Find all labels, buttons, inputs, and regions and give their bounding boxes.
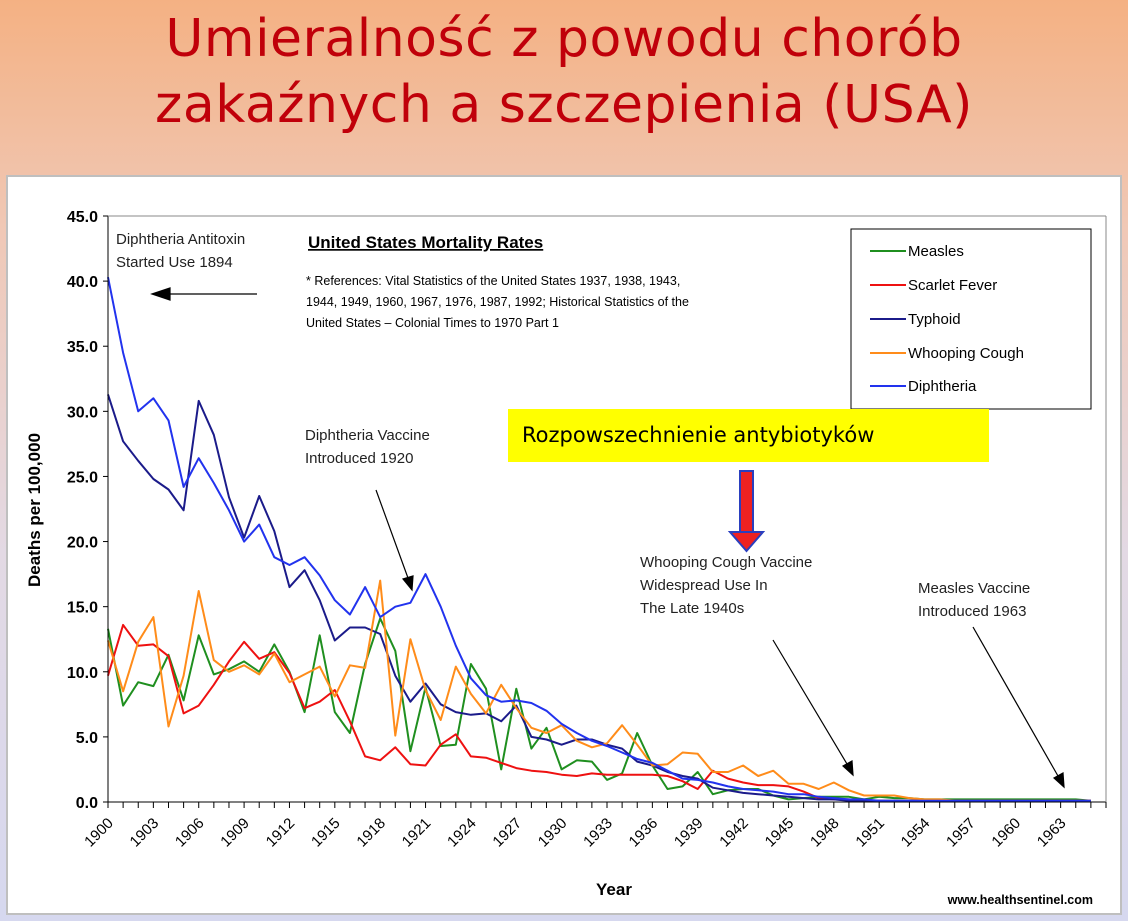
annotation-diphtheria-vaccine-line-2: Introduced 1920: [305, 450, 413, 467]
y-tick-label: 15.0: [67, 600, 98, 617]
whooping-vaccine-arrow-head: [841, 760, 854, 777]
x-tick-label: 1960: [988, 815, 1024, 851]
x-tick-label: 1924: [444, 815, 480, 851]
x-tick-label: 1948: [807, 815, 843, 851]
references-line-3: United States – Colonial Times to 1970 P…: [306, 316, 559, 330]
x-tick-label: 1927: [489, 815, 525, 851]
y-axis-label: Deaths per 100,000: [25, 433, 44, 587]
x-axis-label: Year: [596, 880, 632, 899]
annotation-whooping-vaccine-line-1: Whooping Cough Vaccine: [640, 554, 812, 571]
x-tick-label: 1954: [898, 815, 934, 851]
slide-title-line-1: Umieralność z powodu chorób: [165, 9, 963, 69]
y-tick-label: 0.0: [76, 795, 98, 812]
x-tick-label: 1909: [217, 815, 253, 851]
x-tick-label: 1906: [172, 815, 208, 851]
annotation-antitoxin-line-2: Started Use 1894: [116, 254, 233, 271]
x-tick-label: 1900: [81, 815, 117, 851]
annotation-whooping-vaccine-line-3: The Late 1940s: [640, 600, 744, 617]
annotation-whooping-vaccine-line-2: Widespread Use In: [640, 577, 768, 594]
chart-title: United States Mortality Rates: [308, 233, 543, 252]
y-tick-label: 20.0: [67, 535, 98, 552]
x-tick-label: 1918: [353, 815, 389, 851]
annotation-measles-vaccine-line-2: Introduced 1963: [918, 603, 1026, 620]
x-tick-label: 1936: [626, 815, 662, 851]
x-tick-label: 1945: [762, 815, 798, 851]
whooping-vaccine-arrow-line: [772, 639, 848, 765]
legend-label-whooping-cough: Whooping Cough: [908, 345, 1024, 362]
x-tick-label: 1963: [1034, 815, 1070, 851]
antibiotics-highlight: Rozpowszechnienie antybiotyków: [508, 409, 989, 462]
source-credit: www.healthsentinel.com: [947, 893, 1093, 907]
y-tick-label: 40.0: [67, 274, 98, 291]
references-line-2: 1944, 1949, 1960, 1967, 1976, 1987, 1992…: [306, 295, 689, 309]
x-tick-label: 1951: [852, 815, 888, 851]
x-tick-label: 1915: [308, 815, 344, 851]
legend-label-measles: Measles: [908, 243, 964, 260]
series-line-whooping-cough: [107, 579, 1091, 802]
legend-label-scarlet-fever: Scarlet Fever: [908, 277, 997, 294]
x-tick-label: 1921: [399, 815, 435, 851]
x-tick-label: 1933: [580, 815, 616, 851]
x-tick-label: 1939: [671, 815, 707, 851]
x-tick-label: 1942: [716, 815, 752, 851]
measles-vaccine-arrow-head: [1052, 772, 1065, 789]
measles-vaccine-arrow-line: [972, 626, 1059, 777]
legend-label-diphtheria: Diphtheria: [908, 378, 977, 395]
x-tick-label: 1957: [943, 815, 979, 851]
legend: Measles Scarlet Fever Typhoid Whooping C…: [850, 228, 1092, 410]
antitoxin-arrow-head: [150, 287, 171, 301]
x-tick-label: 1903: [127, 815, 163, 851]
diphtheria-vaccine-arrow-head: [401, 575, 414, 592]
y-tick-label: 35.0: [67, 339, 98, 356]
series-line-diphtheria: [107, 277, 1091, 802]
y-tick-label: 45.0: [67, 209, 98, 226]
antibiotics-arrow: [727, 470, 766, 553]
legend-label-typhoid: Typhoid: [908, 311, 961, 328]
references-line-1: * References: Vital Statistics of the Un…: [306, 274, 680, 288]
y-tick-label: 10.0: [67, 665, 98, 682]
series-line-scarlet-fever: [107, 623, 1091, 802]
series-layer: [107, 277, 1091, 802]
slide-title-line-2: zakaźnych a szczepienia (USA): [155, 75, 973, 135]
annotation-diphtheria-vaccine-line-1: Diphtheria Vaccine: [305, 427, 430, 444]
slide-title: Umieralność z powodu chorób zakaźnych a …: [0, 6, 1128, 138]
y-tick-label: 30.0: [67, 404, 98, 421]
y-tick-label: 5.0: [76, 730, 98, 747]
diphtheria-vaccine-arrow-line: [375, 489, 409, 579]
annotation-antitoxin-line-1: Diphtheria Antitoxin: [116, 231, 245, 248]
x-tick-label: 1930: [535, 815, 571, 851]
annotation-measles-vaccine-line-1: Measles Vaccine: [918, 580, 1030, 597]
y-tick-label: 25.0: [67, 469, 98, 486]
x-tick-label: 1912: [263, 815, 299, 851]
